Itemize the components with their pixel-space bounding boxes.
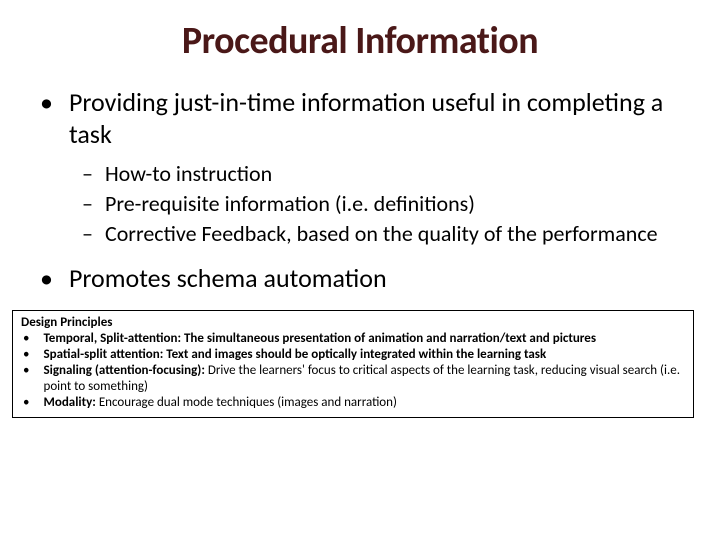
- principle-item: • Modality: Encourage dual mode techniqu…: [23, 395, 685, 411]
- bullet-1-text: Providing just-in-time information usefu…: [69, 86, 692, 150]
- sub-bullet-text: Corrective Feedback, based on the qualit…: [105, 220, 658, 248]
- sub-bullet: – How-to instruction: [82, 160, 692, 188]
- dash-icon: –: [82, 220, 93, 248]
- design-principles-box: Design Principles • Temporal, Split-atte…: [12, 310, 694, 418]
- dash-icon: –: [82, 190, 93, 218]
- bullet-icon: •: [23, 347, 29, 363]
- principle-text: Spatial-split attention: Text and images…: [43, 347, 546, 363]
- slide-title: Procedural Information: [28, 18, 692, 64]
- principle-item: • Temporal, Split-attention: The simulta…: [23, 331, 685, 347]
- sub-bullet-text: Pre-requisite information (i.e. definiti…: [105, 190, 475, 218]
- sub-list-1: – How-to instruction – Pre-requisite inf…: [82, 160, 692, 248]
- bullet-2: • Promotes schema automation: [40, 262, 692, 294]
- sub-bullet-text: How-to instruction: [105, 160, 272, 188]
- bullet-1: • Providing just-in-time information use…: [40, 86, 692, 150]
- sub-bullet: – Corrective Feedback, based on the qual…: [82, 220, 692, 248]
- principles-heading: Design Principles: [21, 315, 685, 330]
- slide: Procedural Information • Providing just-…: [0, 0, 720, 540]
- principle-text: Modality: Encourage dual mode techniques…: [43, 395, 396, 411]
- bullet-icon: •: [40, 262, 53, 294]
- principle-text: Temporal, Split-attention: The simultane…: [43, 331, 596, 347]
- bullet-icon: •: [40, 86, 53, 150]
- sub-bullet: – Pre-requisite information (i.e. defini…: [82, 190, 692, 218]
- bullet-2-text: Promotes schema automation: [69, 262, 387, 294]
- principle-text: Signaling (attention-focusing): Drive th…: [43, 363, 685, 395]
- dash-icon: –: [82, 160, 93, 188]
- bullet-icon: •: [23, 331, 29, 347]
- bullet-icon: •: [23, 363, 29, 395]
- principle-item: • Signaling (attention-focusing): Drive …: [23, 363, 685, 395]
- bullet-icon: •: [23, 395, 29, 411]
- principle-item: • Spatial-split attention: Text and imag…: [23, 347, 685, 363]
